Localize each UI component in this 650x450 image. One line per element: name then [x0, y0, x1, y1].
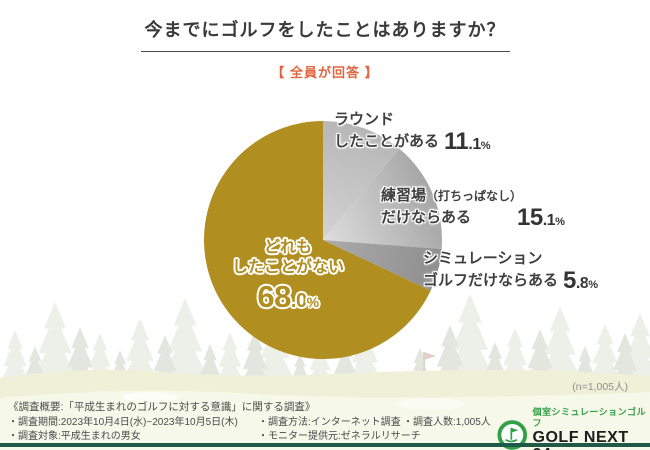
callout-practice-line1-note: （打ちっぱなし） — [426, 189, 523, 203]
logo-tagline: 個室シミュレーションゴルフ — [532, 407, 647, 428]
callout-round-line1: ラウンド — [334, 111, 395, 128]
callout-practice: 練習場（打ちっぱなし） だけならある 15.1% — [381, 186, 565, 231]
callout-simulation: シミュレーション ゴルフだけならある 5.8% — [423, 249, 598, 293]
callout-practice-line1: 練習場 — [381, 187, 427, 204]
callout-simulation-line1: シミュレーション — [423, 250, 543, 267]
callout-practice-line2: だけならある — [381, 209, 472, 226]
pie-slice-2 — [323, 240, 442, 291]
bottom-accent-bar — [0, 443, 650, 447]
callout-none-percent: 68.0% — [257, 279, 319, 314]
respondents-badge: 【 全員が回答 】 — [271, 65, 379, 80]
callout-round-line2: したことがある — [334, 133, 440, 150]
survey-column-2: ・調査方法:インターネット調査 ・モニター提供元:ゼネラルリサーチ — [258, 416, 421, 443]
survey-column-3: ・調査人数:1,005人 — [403, 416, 491, 430]
page-title: 今までにゴルフをしたことはありますか？ — [140, 16, 510, 52]
golfnext24-logo: 個室シミュレーションゴルフ GOLF NEXT 24 — [497, 407, 650, 450]
survey-period: ・調査期間:2023年10月4日(水)~2023年10月5日(木) — [8, 417, 238, 428]
callout-round: ラウンド したことがある 11.1% — [334, 110, 491, 155]
pie-slice-0 — [323, 121, 400, 240]
pie-slice-3 — [203, 120, 431, 359]
callout-none-line2: したことがない — [231, 259, 345, 276]
logo-name: GOLF NEXT 24 — [532, 429, 629, 450]
callout-none-line1: どれも — [263, 239, 313, 256]
logo-text: 個室シミュレーションゴルフ GOLF NEXT 24 — [533, 407, 650, 450]
callout-none: どれも したことがない 68.0% — [232, 238, 344, 312]
survey-overview: 《調査概要:「平成生まれのゴルフに対する意識」に関する調査》 — [8, 401, 316, 413]
survey-column-1: ・調査期間:2023年10月4日(水)~2023年10月5日(木) ・調査対象:… — [8, 416, 238, 443]
callout-simulation-percent: 5.8% — [563, 267, 598, 294]
sample-size-label: (n=1,005人) — [572, 381, 628, 393]
survey-method: ・調査方法:インターネット調査 — [258, 417, 401, 428]
survey-target: ・調査対象:平成生まれの男女 — [8, 430, 141, 442]
callout-round-percent: 11.1% — [444, 128, 491, 155]
golf-flag-icon — [497, 420, 528, 450]
survey-count: ・調査人数:1,005人 — [403, 417, 491, 428]
header: 今までにゴルフをしたことはありますか？ — [0, 16, 650, 52]
callout-simulation-line2: ゴルフだけならある — [423, 272, 559, 289]
callout-practice-percent: 15.1% — [517, 204, 565, 231]
pie-slice-1 — [323, 148, 442, 249]
survey-monitor: ・モニター提供元:ゼネラルリサーチ — [258, 430, 421, 442]
